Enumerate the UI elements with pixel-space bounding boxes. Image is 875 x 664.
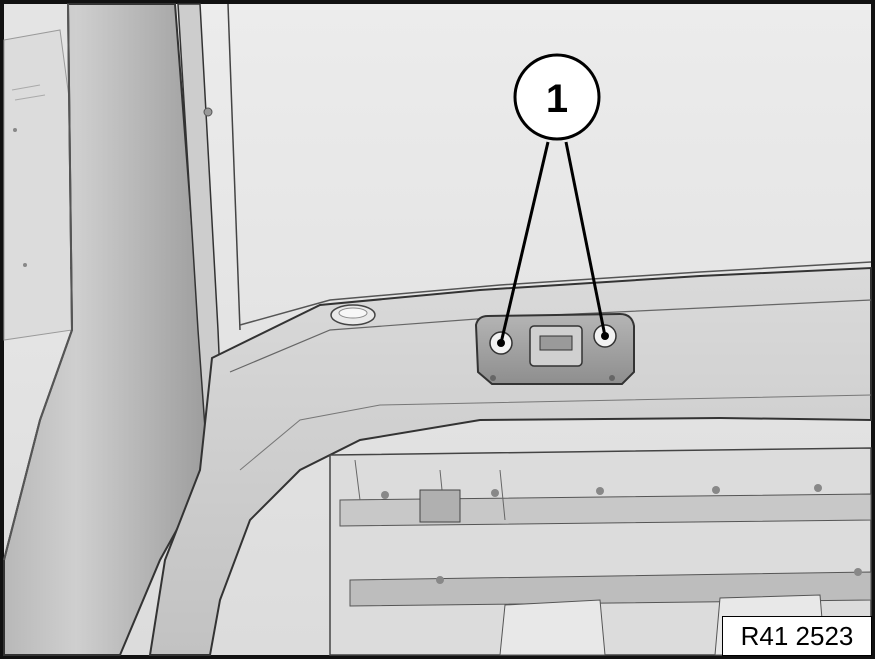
roof-frame xyxy=(148,266,872,656)
lower-bracket xyxy=(329,447,872,656)
figure-code-label: R41 2523 xyxy=(722,616,872,656)
hinge xyxy=(474,312,635,385)
left-interior-panel xyxy=(3,4,74,341)
callout-1: 1 xyxy=(513,53,601,141)
leader-line-left xyxy=(499,141,550,344)
leader-line-right xyxy=(564,141,607,337)
callout-number: 1 xyxy=(546,77,568,121)
